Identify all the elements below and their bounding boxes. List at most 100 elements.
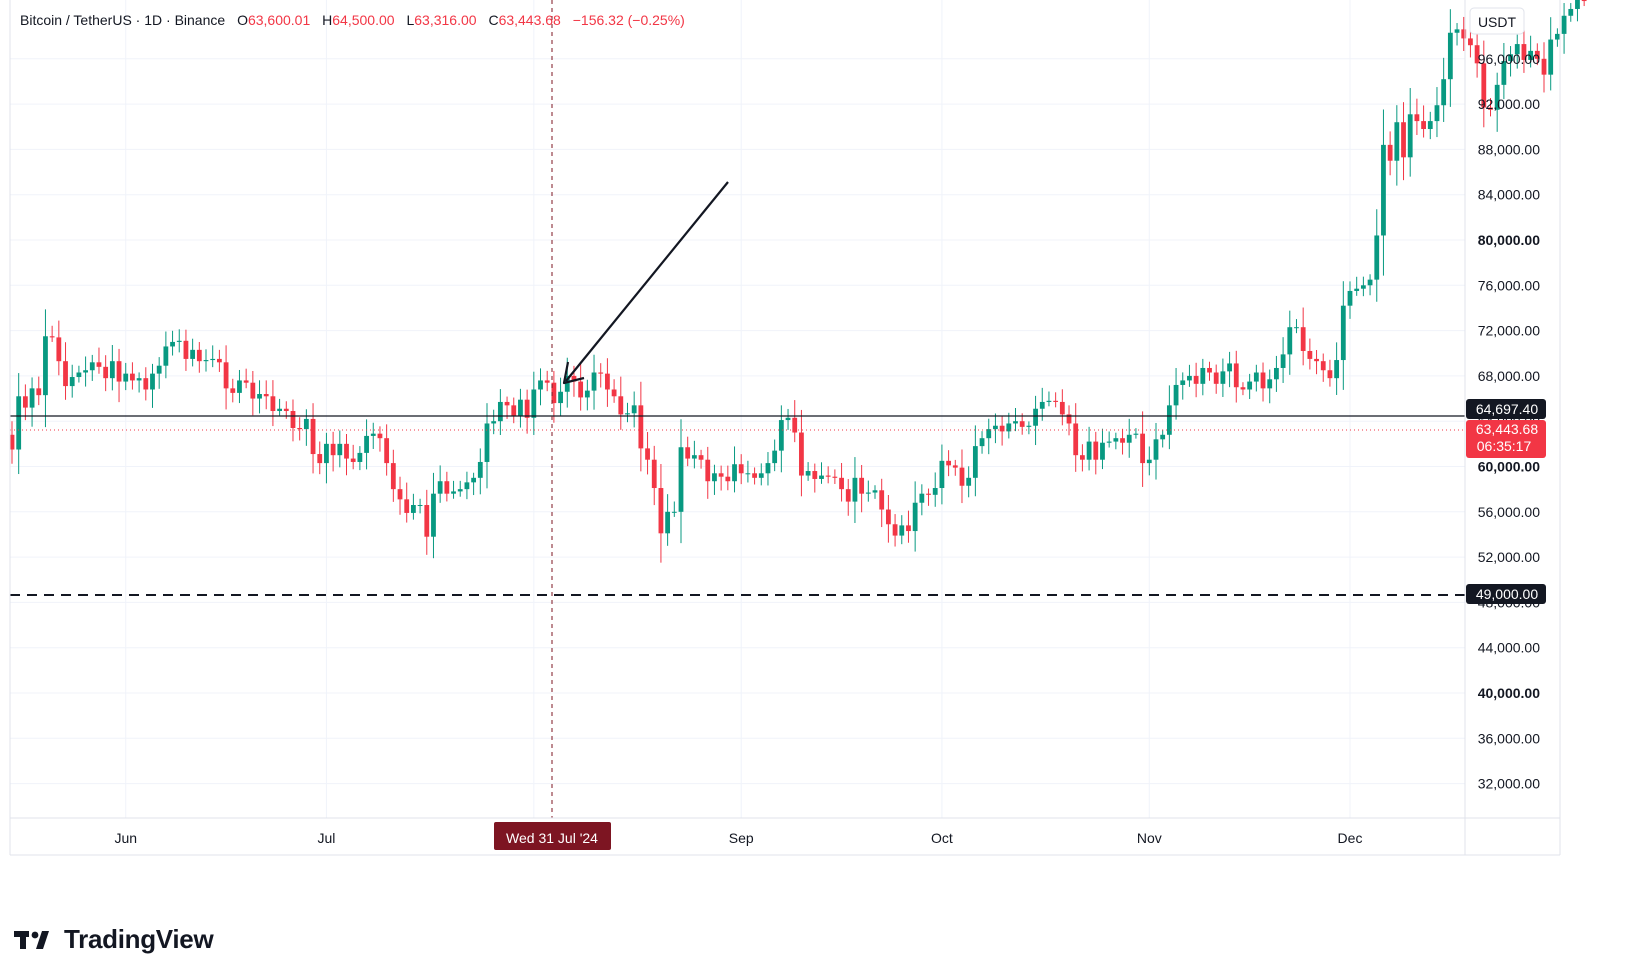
price-tick-label: 36,000.00 [1478, 730, 1540, 746]
brand-name: TradingView [64, 924, 214, 954]
candle-body [598, 372, 604, 374]
candle-body [1314, 358, 1319, 362]
candle-body [22, 396, 28, 408]
candle-body [29, 388, 35, 408]
candle-body [223, 362, 229, 389]
candle-body [825, 475, 831, 477]
candle-body [1013, 421, 1018, 424]
candle-body [745, 473, 751, 475]
candle-body [250, 382, 256, 399]
candle-body [1354, 288, 1360, 291]
candle-body [196, 349, 202, 362]
candle-body [1561, 15, 1567, 34]
candle-body [952, 465, 958, 468]
candle-body [792, 417, 798, 433]
candle-body [96, 362, 102, 367]
candle-body [912, 502, 918, 532]
candle-body [417, 505, 423, 507]
candle-body [511, 405, 517, 416]
low-label: L [406, 12, 415, 28]
candle-body [1461, 29, 1467, 39]
candle-body [1494, 84, 1500, 110]
candle-body [518, 399, 523, 416]
candle-body [752, 473, 757, 478]
tradingview-logo[interactable]: TradingView [14, 924, 214, 955]
candle-body [678, 447, 684, 512]
candle-body [390, 463, 396, 490]
candle-body [290, 411, 296, 428]
candle-body [123, 373, 129, 382]
candle-body [130, 373, 135, 381]
candle-body [671, 511, 677, 513]
candle-body [1274, 367, 1279, 380]
candle-body [899, 525, 905, 536]
price-tick-label: 88,000.00 [1478, 141, 1540, 157]
candle-body [364, 435, 369, 453]
candle-body [504, 401, 510, 406]
candle-body [538, 380, 543, 390]
candle-body [163, 346, 169, 366]
time-axis[interactable]: Jun Jul Sep Oct Nov Dec Wed 31 Jul '24 [114, 822, 1362, 850]
current-price-tag [1466, 420, 1546, 458]
candle-body [611, 389, 617, 397]
candle-body [1387, 144, 1393, 161]
candle-body [1240, 387, 1246, 390]
candle-body [1193, 375, 1199, 384]
symbol-title[interactable]: Bitcoin / TetherUS · 1D · Binance [20, 12, 226, 28]
candle-body [1340, 305, 1346, 361]
candle-body [972, 446, 978, 478]
price-axis[interactable]: 32,000.0036,000.0040,000.0044,000.0048,0… [1466, 7, 1546, 792]
time-tick-label: Nov [1137, 830, 1162, 846]
candle-body [464, 482, 470, 490]
candle-body [799, 432, 804, 476]
high-value: 64,500.00 [332, 12, 395, 28]
candle-body [959, 467, 965, 486]
candle-body [424, 505, 430, 537]
candle-body [865, 492, 871, 494]
candle-body [49, 336, 55, 338]
candle-body [645, 448, 650, 460]
candle-body [1481, 63, 1487, 108]
candle-body [872, 490, 878, 493]
candle-body [270, 396, 276, 412]
candle-body [1120, 438, 1125, 443]
candle-body [1153, 439, 1159, 460]
candle-body [1039, 401, 1045, 409]
candle-body [805, 471, 811, 476]
currency-box [1469, 7, 1525, 35]
candle-body [69, 377, 75, 387]
candle-body [230, 388, 236, 393]
candle-body [344, 443, 349, 459]
candle-body [785, 417, 791, 421]
candle-body [819, 475, 824, 479]
candle-body [36, 388, 42, 396]
candle-body [377, 433, 383, 439]
candle-body [103, 366, 109, 379]
candle-body [1501, 61, 1507, 85]
candle-body [778, 420, 784, 451]
candle-body [444, 481, 450, 494]
candle-body [1280, 354, 1286, 368]
close-value: 63,443.68 [498, 12, 561, 28]
candle-body [384, 438, 390, 464]
annotation-arrow-head [562, 361, 585, 385]
candle-body [1300, 327, 1306, 351]
support-price-tag [1466, 584, 1546, 604]
price-change: −156.32 (−0.25%) [572, 12, 685, 28]
candle-body [16, 396, 22, 450]
crosshair-date-tag [494, 822, 611, 850]
candle-body [1220, 371, 1226, 384]
price-tick-label: 96,000.00 [1478, 51, 1540, 67]
candle-body [845, 489, 851, 502]
candle-body [1019, 421, 1025, 427]
candle-body [411, 505, 416, 513]
candle-body [310, 418, 316, 455]
candle-body [43, 336, 48, 396]
candle-body [1320, 361, 1326, 371]
candle-body [1033, 408, 1038, 426]
candle-body [397, 489, 403, 500]
candle-body [324, 443, 329, 464]
candle-body [477, 461, 483, 478]
price-tick-label: 84,000.00 [1478, 187, 1540, 203]
